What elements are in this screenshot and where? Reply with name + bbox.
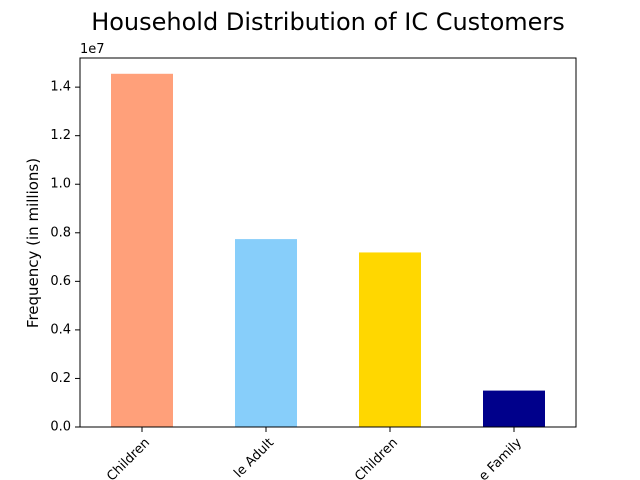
y-axis-label: Frequency (in millions) <box>24 158 42 328</box>
chart-title: Household Distribution of IC Customers <box>91 8 565 36</box>
y-tick-label-2: 0.4 <box>50 322 71 337</box>
plot-frame <box>79 57 577 428</box>
bar-1 <box>235 239 297 427</box>
bar-2 <box>359 252 421 427</box>
y-tick-label-1: 0.2 <box>50 371 71 386</box>
x-tick-label-2: Children <box>352 435 401 480</box>
y-tick-label-0: 0.0 <box>50 420 71 435</box>
x-ticks-group: Children le Adult Children e Family <box>104 427 525 480</box>
y-tick-label-4: 0.8 <box>50 225 71 240</box>
y-tick-label-3: 0.6 <box>50 274 71 289</box>
y-tick-label-7: 1.4 <box>50 80 71 95</box>
x-tick-label-3: e Family <box>476 435 525 480</box>
bars-group <box>111 73 545 427</box>
bar-3 <box>483 390 545 427</box>
x-tick-label-0: Children <box>104 435 153 480</box>
y-ticks-group: 0.0 0.2 0.4 0.6 0.8 1.0 1.2 1.4 <box>50 80 80 435</box>
y-tick-label-5: 1.0 <box>50 177 71 192</box>
bar-0 <box>111 73 173 427</box>
x-tick-label-1: le Adult <box>231 435 277 480</box>
y-tick-label-6: 1.2 <box>50 128 71 143</box>
y-axis-offset-label: 1e7 <box>80 42 105 57</box>
